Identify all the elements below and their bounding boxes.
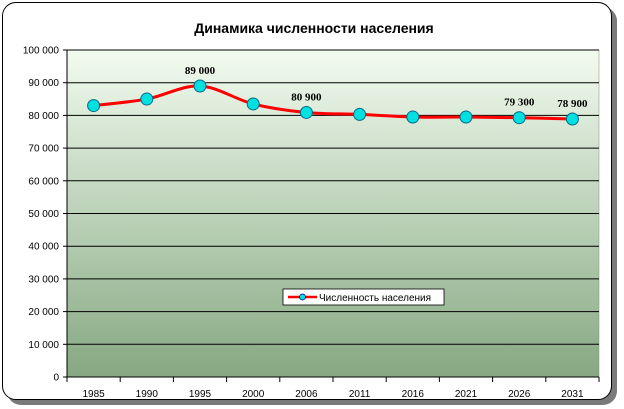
y-tick-label: 100 000 xyxy=(23,46,60,57)
y-tick-label: 10 000 xyxy=(28,340,59,351)
x-tick-label: 1995 xyxy=(189,389,212,399)
x-axis-tick-labels: 1985 1990 1995 2000 2006 2011 2016 2021 2026 2031 xyxy=(82,389,583,399)
y-tick-label: 50 000 xyxy=(28,209,59,220)
data-point-marker xyxy=(193,79,207,93)
y-tick-label: 80 000 xyxy=(28,111,59,122)
data-point-marker xyxy=(406,110,420,124)
data-label: 89 000 xyxy=(185,65,216,77)
data-point-marker xyxy=(512,111,526,125)
x-tick-label: 2006 xyxy=(295,389,318,399)
legend-box xyxy=(282,288,445,306)
x-tick-label: 2021 xyxy=(455,389,478,399)
legend-marker-sample xyxy=(299,293,306,301)
x-tick-label: 2026 xyxy=(508,389,531,399)
series-population xyxy=(87,79,579,126)
x-tick-label: 2031 xyxy=(561,389,584,399)
y-axis-tick-labels: 0 10 000 20 000 30 000 40 000 50 000 60 000 70 … xyxy=(23,46,60,384)
x-tick-label: 2016 xyxy=(402,389,425,399)
data-labels: 89 000 80 900 79 300 78 900 xyxy=(185,65,588,110)
y-tick-label: 90 000 xyxy=(28,78,59,89)
gridlines xyxy=(63,49,599,378)
data-point-marker xyxy=(246,97,260,111)
y-tick-label: 20 000 xyxy=(28,307,59,318)
axes xyxy=(66,50,600,382)
data-point-marker xyxy=(353,107,367,121)
y-tick-label: 70 000 xyxy=(28,144,59,155)
data-point-marker xyxy=(459,110,473,124)
x-tick-label: 1985 xyxy=(82,389,105,399)
x-tick-label: 2011 xyxy=(349,389,371,399)
y-tick-label: 60 000 xyxy=(28,176,59,187)
x-tick-label: 1990 xyxy=(136,389,159,399)
y-tick-label: 40 000 xyxy=(28,242,59,253)
data-point-marker xyxy=(565,112,579,126)
y-tick-label: 30 000 xyxy=(28,274,59,285)
data-point-marker xyxy=(87,99,101,113)
legend-label: Численность населения xyxy=(319,293,431,304)
data-label: 79 300 xyxy=(504,97,535,109)
line-chart: Динамика численности населения 0 10 000 20… xyxy=(23,20,600,399)
data-label: 78 900 xyxy=(557,98,588,110)
data-point-marker xyxy=(299,105,313,119)
chart-title: Динамика численности населения xyxy=(194,20,433,36)
series-line xyxy=(93,84,573,121)
data-label: 80 900 xyxy=(291,91,322,103)
legend: Численность населения xyxy=(282,288,445,306)
data-point-marker xyxy=(140,92,154,106)
chart-frame: Динамика численности населения 0 10 000 20… xyxy=(2,2,612,400)
x-tick-label: 2000 xyxy=(242,389,265,399)
y-tick-label: 0 xyxy=(53,373,59,384)
